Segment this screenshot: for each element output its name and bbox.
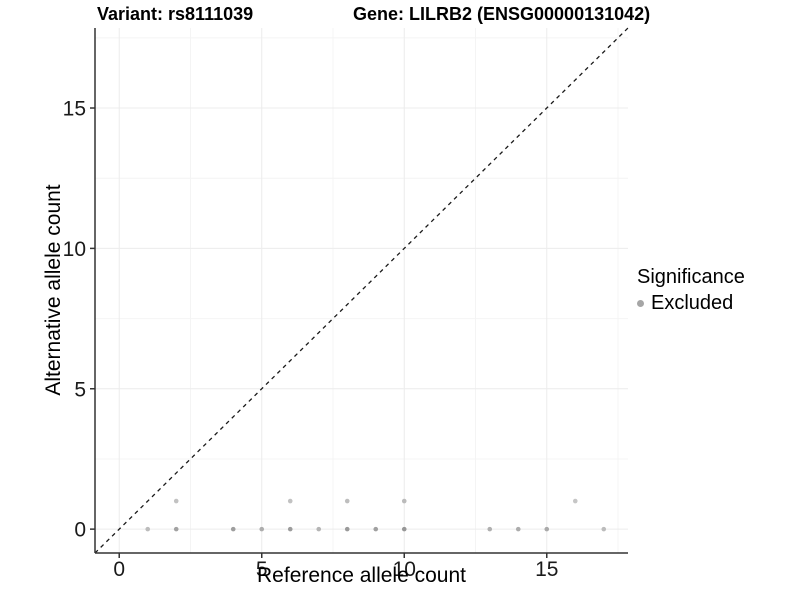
data-point: [230, 526, 236, 532]
legend-item-label: Excluded: [651, 292, 734, 314]
data-point: [401, 526, 407, 532]
gridlines-minor: [95, 28, 628, 553]
data-point: [401, 498, 407, 504]
x-tick-label: 0: [113, 558, 125, 581]
gridlines-major: [95, 28, 628, 553]
data-point: [572, 498, 578, 504]
data-point: [145, 526, 151, 532]
data-point: [344, 498, 350, 504]
data-point: [173, 526, 179, 532]
axis-tick-labels: 0 5 10 15 0 5 10 15: [63, 98, 559, 581]
data-point: [487, 526, 493, 532]
y-tick-label: 10: [63, 238, 86, 261]
plot-title-gene: Gene: LILRB2 (ENSG00000131042): [353, 4, 651, 24]
plot-title-variant: Variant: rs8111039: [97, 4, 254, 24]
y-tick-label: 0: [74, 519, 86, 542]
data-point: [515, 526, 521, 532]
data-point: [544, 526, 550, 532]
identity-line: [94, 27, 629, 554]
data-point: [259, 526, 265, 532]
data-points: [145, 498, 607, 532]
x-tick-label: 15: [535, 558, 558, 581]
y-tick-label: 5: [74, 378, 86, 401]
data-point: [316, 526, 322, 532]
legend-title: Significance: [637, 266, 745, 288]
y-tick-label: 15: [63, 98, 86, 121]
legend: Significance Excluded: [637, 265, 745, 315]
axis-ticks: [90, 107, 548, 558]
x-tick-label: 5: [256, 558, 268, 581]
data-point: [173, 498, 179, 504]
x-axis-title: Reference allele count: [257, 564, 466, 587]
data-point: [344, 526, 350, 532]
data-point: [373, 526, 379, 532]
data-point: [601, 526, 607, 532]
y-axis-title: Alternative allele count: [42, 184, 65, 396]
legend-point-icon: [637, 299, 644, 307]
data-point: [287, 526, 293, 532]
data-point: [287, 498, 293, 504]
x-tick-label: 10: [393, 558, 416, 581]
legend-item-excluded: Excluded: [637, 291, 745, 315]
